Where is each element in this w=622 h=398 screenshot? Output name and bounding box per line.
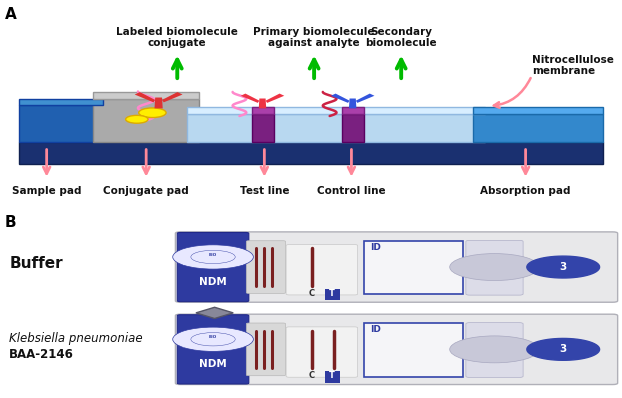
Text: NDM: NDM	[199, 359, 227, 369]
FancyBboxPatch shape	[466, 323, 523, 377]
Polygon shape	[252, 114, 274, 142]
FancyBboxPatch shape	[364, 324, 463, 377]
Polygon shape	[154, 98, 163, 108]
Text: B: B	[5, 215, 17, 230]
Text: BIO: BIO	[208, 333, 218, 338]
Text: Control line: Control line	[317, 186, 386, 196]
Text: C: C	[309, 289, 315, 298]
Text: Nitrocellulose
membrane: Nitrocellulose membrane	[532, 55, 614, 76]
Circle shape	[139, 108, 166, 117]
Text: Absorption pad: Absorption pad	[480, 186, 571, 196]
Text: Sample pad: Sample pad	[12, 186, 81, 196]
Polygon shape	[259, 98, 266, 108]
Circle shape	[173, 327, 253, 351]
Circle shape	[450, 336, 539, 363]
Text: BAA-2146: BAA-2146	[9, 349, 74, 361]
Polygon shape	[93, 92, 199, 98]
Polygon shape	[19, 105, 103, 142]
Text: T: T	[330, 289, 335, 298]
Polygon shape	[356, 94, 374, 103]
Text: Klebsiella pneumoniae: Klebsiella pneumoniae	[9, 332, 143, 345]
Text: ID: ID	[370, 325, 381, 334]
Text: 3: 3	[560, 262, 567, 272]
FancyBboxPatch shape	[466, 240, 523, 295]
Text: Buffer: Buffer	[9, 256, 63, 271]
FancyBboxPatch shape	[175, 232, 618, 302]
Polygon shape	[473, 114, 603, 142]
FancyBboxPatch shape	[177, 315, 249, 384]
Polygon shape	[266, 94, 284, 103]
Polygon shape	[342, 107, 364, 114]
Polygon shape	[162, 92, 183, 102]
Circle shape	[450, 254, 539, 281]
Polygon shape	[342, 114, 364, 142]
FancyBboxPatch shape	[286, 245, 358, 295]
Text: Labeled biomolecule
conjugate: Labeled biomolecule conjugate	[116, 27, 238, 48]
Polygon shape	[241, 94, 259, 103]
Text: BIO: BIO	[209, 253, 217, 257]
Polygon shape	[527, 256, 600, 278]
Text: BIO: BIO	[209, 336, 217, 339]
Circle shape	[126, 115, 148, 123]
Polygon shape	[331, 94, 350, 103]
Text: A: A	[5, 6, 17, 21]
FancyBboxPatch shape	[177, 232, 249, 302]
Polygon shape	[349, 98, 356, 108]
Polygon shape	[93, 98, 199, 142]
FancyBboxPatch shape	[286, 327, 358, 377]
Text: Conjugate pad: Conjugate pad	[103, 186, 189, 196]
Polygon shape	[527, 338, 600, 360]
Polygon shape	[187, 114, 485, 142]
Text: 3: 3	[560, 344, 567, 354]
Text: T: T	[330, 371, 335, 380]
Text: Primary biomolecule
against analyte: Primary biomolecule against analyte	[253, 27, 375, 48]
Circle shape	[191, 250, 235, 263]
FancyBboxPatch shape	[325, 289, 340, 300]
Text: Secondary
biomolecule: Secondary biomolecule	[365, 27, 437, 48]
Circle shape	[191, 333, 235, 346]
FancyBboxPatch shape	[175, 314, 618, 384]
Circle shape	[173, 245, 253, 269]
Polygon shape	[252, 107, 274, 114]
Polygon shape	[473, 107, 603, 114]
Polygon shape	[19, 142, 603, 164]
Text: NDM: NDM	[199, 277, 227, 287]
Text: Test line: Test line	[239, 186, 289, 196]
FancyBboxPatch shape	[246, 241, 285, 293]
Text: BIO: BIO	[208, 251, 218, 256]
Polygon shape	[196, 307, 233, 318]
Polygon shape	[19, 98, 103, 105]
Polygon shape	[187, 107, 485, 114]
Polygon shape	[135, 92, 156, 102]
FancyBboxPatch shape	[325, 371, 340, 382]
FancyBboxPatch shape	[364, 241, 463, 295]
Text: C: C	[309, 371, 315, 380]
FancyBboxPatch shape	[246, 323, 285, 376]
Text: ID: ID	[370, 243, 381, 252]
